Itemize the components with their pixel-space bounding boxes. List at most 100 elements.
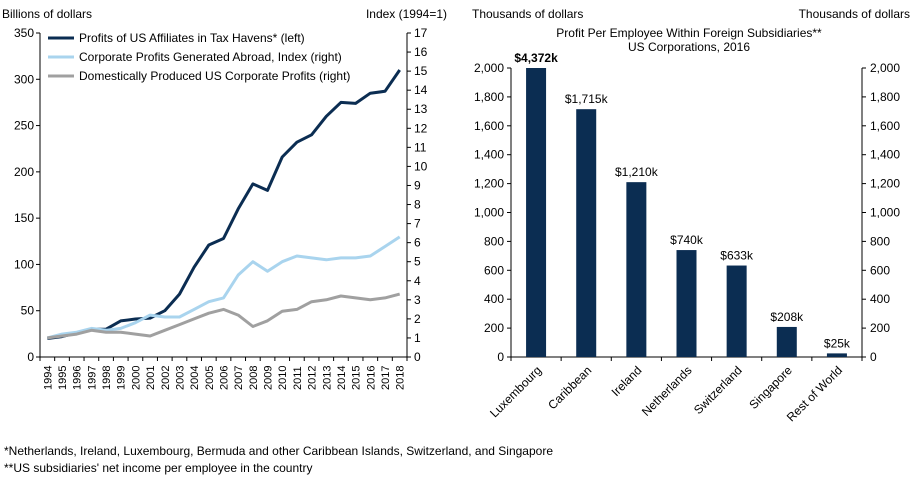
x-tick-label: 1994 [42,366,54,390]
right-y-tick-label: 11 [414,140,427,154]
x-tick-label: 2009 [263,366,275,390]
left-y-tick-label: 200 [14,165,34,179]
series-line-3 [47,292,401,340]
right-y-tick-label: 0 [870,350,877,364]
bar-data-label: $25k [824,336,851,350]
x-tick-label: 2017 [380,366,392,390]
x-tick-label: 2006 [219,366,231,390]
bar-singapore [776,326,797,357]
x-tick-label: 2018 [395,366,407,390]
footnote-2: **US subsidiaries' net income per employ… [4,461,313,475]
right-y-tick-label: 2,000 [870,61,900,75]
right-y-tick-label: 12 [414,121,428,135]
bar-data-label: $4,372k [514,51,558,65]
right-y-tick-label: 3 [414,293,421,307]
x-tick-label: 2015 [351,366,363,390]
category-label: Switzerland [691,363,745,417]
x-tick-label: 1997 [86,366,98,390]
bar-caribbean [576,109,597,358]
x-tick-label: 1998 [101,366,113,390]
right-y-tick-label: 400 [870,292,890,306]
right-y-tick-label: 1,400 [870,148,900,162]
bar-switzerland [726,265,747,357]
right-y-tick-label: 1,800 [870,90,900,104]
bar-data-label: $740k [670,233,704,247]
left-y-tick-label: 600 [484,263,504,277]
bar-data-label: $1,715k [565,92,609,106]
x-tick-label: 2003 [174,366,186,390]
footnote-1: *Netherlands, Ireland, Luxembourg, Bermu… [4,444,553,458]
x-tick-label: 1996 [72,366,84,390]
bar-rest-of-world [826,353,847,357]
legend-label-3: Domestically Produced US Corporate Profi… [79,69,350,83]
left-y-tick-label: 200 [484,321,504,335]
right-y-tick-label: 1,600 [870,119,900,133]
left-axis-title: Thousands of dollars [472,7,583,21]
left-y-tick-label: 1,400 [474,148,504,162]
bar-data-label: $633k [720,249,754,263]
right-y-tick-label: 9 [414,178,421,192]
right-y-tick-label: 15 [414,64,428,78]
left-y-tick-label: 300 [14,72,34,86]
right-y-tick-label: 13 [414,102,428,116]
legend-label-1: Profits of US Affiliates in Tax Havens* … [79,31,305,45]
left-y-tick-label: 0 [27,350,34,364]
chart-title-line2: US Corporations, 2016 [628,40,750,54]
left-y-tick-label: 1,800 [474,90,504,104]
x-tick-label: 2002 [160,366,172,390]
right-y-tick-label: 4 [414,274,421,288]
right-y-tick-label: 6 [414,236,421,250]
left-y-tick-label: 400 [484,292,504,306]
right-y-tick-label: 14 [414,83,428,97]
category-label: Ireland [609,363,645,399]
category-label: Netherlands [639,363,695,419]
left-y-tick-label: 1,000 [474,206,504,220]
right-axis-title: Thousands of dollars [799,7,910,21]
x-tick-label: 2000 [130,366,142,390]
right-y-tick-label: 10 [414,159,428,173]
right-y-tick-label: 1 [414,331,421,345]
right-y-tick-label: 1,000 [870,206,900,220]
x-tick-label: 1999 [116,366,128,390]
right-y-tick-label: 1,200 [870,177,900,191]
x-tick-label: 2012 [307,366,319,390]
bar-data-label: $1,210k [615,165,659,179]
right-axis-title: Index (1994=1) [366,7,447,21]
right-y-tick-label: 16 [414,45,428,59]
left-y-tick-label: 800 [484,234,504,248]
x-tick-label: 1995 [57,366,69,390]
chart-title-line1: Profit Per Employee Within Foreign Subsi… [556,26,822,40]
left-y-tick-label: 50 [21,304,35,318]
right-y-tick-label: 8 [414,198,421,212]
right-y-tick-label: 17 [414,26,428,40]
right-y-tick-label: 200 [870,321,890,335]
x-tick-label: 2010 [277,366,289,390]
left-y-tick-label: 250 [14,119,34,133]
series-line-2 [46,235,401,340]
left-y-tick-label: 1,200 [474,177,504,191]
category-label: Singapore [746,363,795,412]
x-tick-label: 2004 [189,366,201,390]
left-y-tick-label: 2,000 [474,61,504,75]
category-label: Caribbean [545,363,594,412]
bar-data-label: $208k [770,310,804,324]
left-y-tick-label: 350 [14,26,34,40]
left-y-tick-label: 0 [497,350,504,364]
x-tick-label: 2016 [365,366,377,390]
x-tick-label: 2014 [336,366,348,390]
right-y-tick-label: 800 [870,234,890,248]
left-y-tick-label: 150 [14,211,34,225]
bar-ireland [626,182,647,357]
x-tick-label: 2013 [321,366,333,390]
legend-label-2: Corporate Profits Generated Abroad, Inde… [79,50,342,64]
x-tick-label: 2001 [145,366,157,390]
right-y-tick-label: 0 [414,350,421,364]
left-axis-title: Billions of dollars [2,7,92,21]
x-tick-label: 2005 [204,366,216,390]
right-y-tick-label: 7 [414,217,421,231]
right-y-tick-label: 2 [414,312,421,326]
bar-luxembourg [526,68,547,357]
